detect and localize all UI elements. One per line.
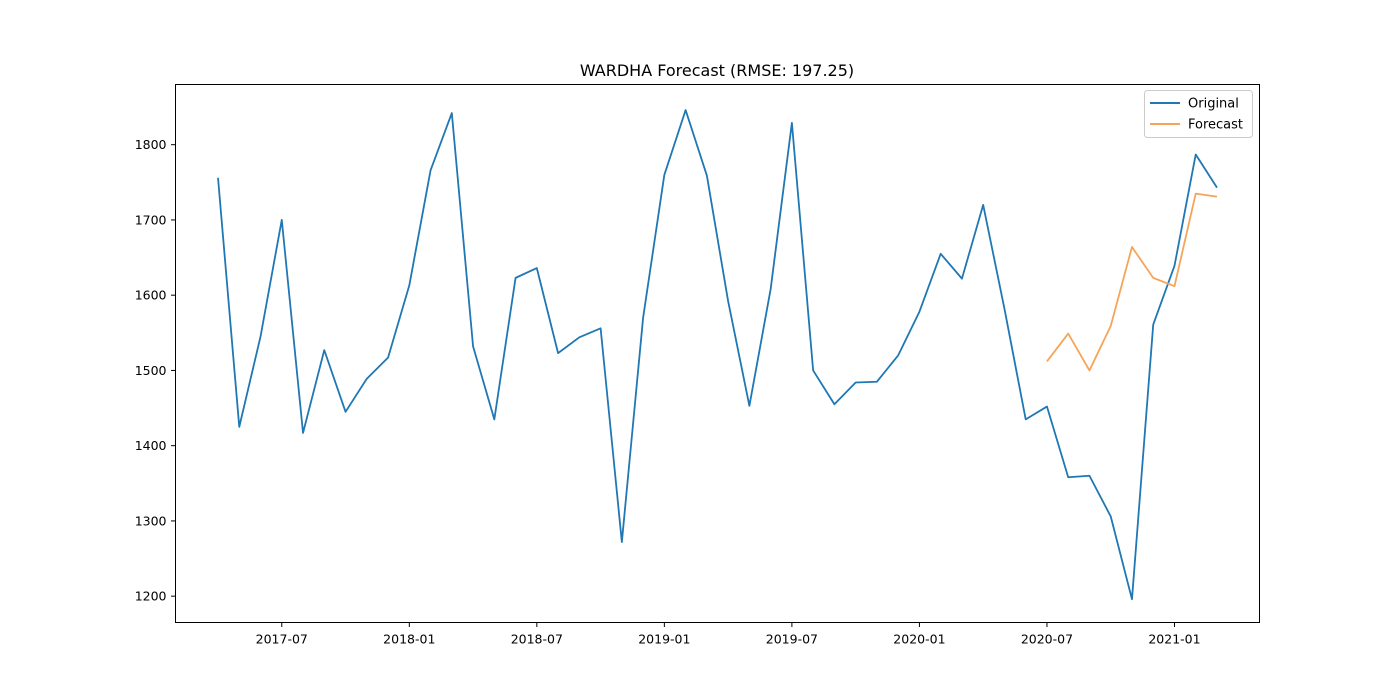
x-tick-label: 2020-01 xyxy=(893,632,945,647)
y-tick-label: 1300 xyxy=(135,513,167,528)
x-tick-label: 2020-07 xyxy=(1021,632,1073,647)
series-layer xyxy=(217,109,1218,601)
y-tick-label: 1400 xyxy=(135,438,167,453)
x-tick-label: 2018-07 xyxy=(511,632,563,647)
x-tick-label: 2019-07 xyxy=(766,632,818,647)
x-tick-label: 2021-01 xyxy=(1148,632,1200,647)
series-line-original xyxy=(217,109,1218,601)
legend-label-forecast: Forecast xyxy=(1188,118,1243,133)
y-tick-label: 1600 xyxy=(135,288,167,303)
y-tick-label: 1800 xyxy=(135,137,167,152)
y-tick-label: 1500 xyxy=(135,363,167,378)
chart-title: WARDHA Forecast (RMSE: 197.25) xyxy=(580,61,854,80)
legend-label-original: Original xyxy=(1188,97,1239,112)
y-tick-label: 1200 xyxy=(135,589,167,604)
legend: Original Forecast xyxy=(1144,90,1253,138)
x-tick-label: 2017-07 xyxy=(256,632,308,647)
y-tick-label: 1700 xyxy=(135,212,167,227)
axes-frame xyxy=(175,84,1260,623)
y-axis: 1200 1300 1400 1500 1600 1700 1800 xyxy=(135,137,176,604)
x-tick-label: 2019-01 xyxy=(638,632,690,647)
x-tick-label: 2018-01 xyxy=(383,632,435,647)
series-line-forecast xyxy=(1046,192,1218,372)
x-axis: 2017-07 2018-01 2018-07 2019-01 2019-07 2020-… xyxy=(256,622,1201,647)
